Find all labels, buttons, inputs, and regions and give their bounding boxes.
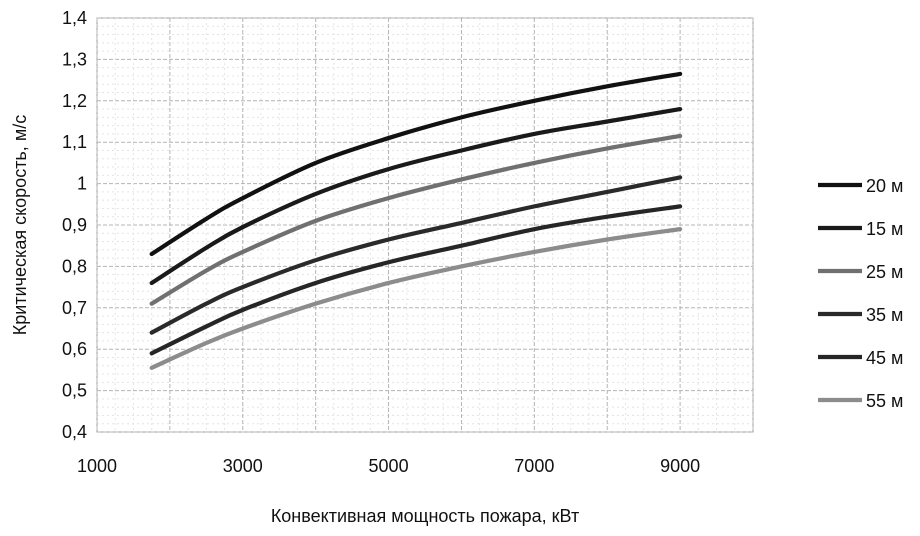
y-axis-ticks: 0,4 0,5 0,6 0,7 0,8 0,9 1 1,1 1,2 1,3 1,4 bbox=[62, 8, 87, 442]
series-line-3 bbox=[149, 133, 683, 306]
x-axis-ticks: 1000 3000 5000 7000 9000 bbox=[77, 456, 700, 476]
series-layer bbox=[149, 71, 683, 370]
x-tick-label: 1000 bbox=[77, 456, 117, 476]
series-line-4 bbox=[149, 175, 683, 335]
x-tick-label: 7000 bbox=[514, 456, 554, 476]
x-tick-label: 3000 bbox=[223, 456, 263, 476]
legend: 20 м 15 м 25 м 35 м 45 м 55 м bbox=[818, 176, 903, 411]
y-tick-label: 0,6 bbox=[62, 339, 87, 359]
y-tick-label: 0,9 bbox=[62, 215, 87, 235]
series-line-1 bbox=[149, 71, 683, 257]
legend-label: 55 м bbox=[866, 391, 903, 411]
series-line-2 bbox=[149, 106, 683, 286]
grid-layer bbox=[96, 17, 754, 433]
legend-label: 20 м bbox=[866, 176, 903, 196]
y-tick-label: 1,3 bbox=[62, 49, 87, 69]
x-tick-label: 9000 bbox=[660, 456, 700, 476]
series-line-6 bbox=[149, 227, 683, 370]
x-tick-label: 5000 bbox=[369, 456, 409, 476]
y-tick-label: 1,4 bbox=[62, 8, 87, 28]
y-axis-title: Критическая скорость, м/с bbox=[10, 115, 30, 335]
legend-label: 15 м bbox=[866, 219, 903, 239]
y-tick-label: 1,1 bbox=[62, 132, 87, 152]
series-line-5 bbox=[149, 204, 683, 356]
legend-label: 35 м bbox=[866, 305, 903, 325]
legend-label: 45 м bbox=[866, 348, 903, 368]
x-axis-title: Конвективная мощность пожара, кВт bbox=[271, 506, 579, 526]
y-tick-label: 0,4 bbox=[62, 422, 87, 442]
y-tick-label: 0,8 bbox=[62, 256, 87, 276]
legend-label: 25 м bbox=[866, 262, 903, 282]
y-tick-label: 0,7 bbox=[62, 298, 87, 318]
y-tick-label: 1,2 bbox=[62, 91, 87, 111]
y-tick-label: 0,5 bbox=[62, 381, 87, 401]
y-tick-label: 1 bbox=[77, 174, 87, 194]
